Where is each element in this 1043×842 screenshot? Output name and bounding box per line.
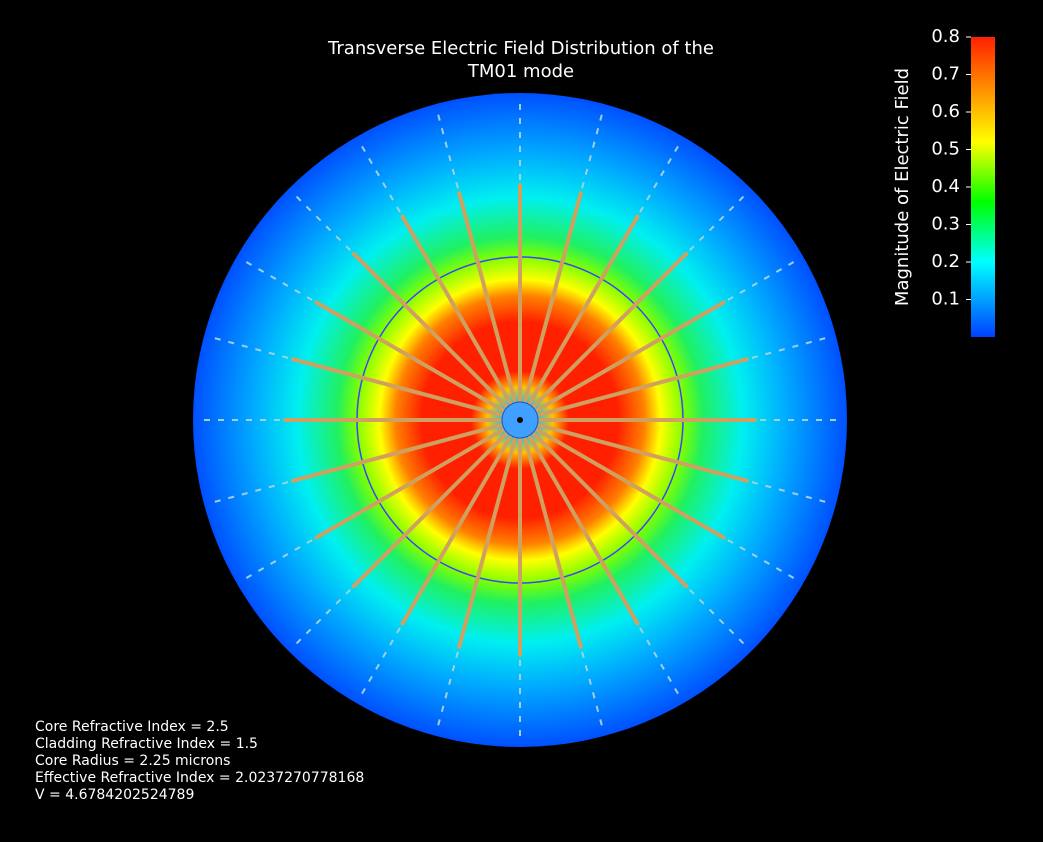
- arrow-inner: [523, 437, 583, 649]
- arrow-inner: [535, 300, 726, 412]
- info-line: Cladding Refractive Index = 1.5: [35, 736, 258, 752]
- info-line: Core Refractive Index = 2.5: [35, 719, 229, 735]
- arrow-inner: [535, 428, 726, 540]
- colorbar-tick-label: 0.8: [931, 26, 960, 47]
- info-line: Effective Refractive Index = 2.023727077…: [35, 770, 364, 786]
- colorbar-tick-label: 0.3: [931, 214, 960, 235]
- arrow-inner: [314, 300, 505, 412]
- colorbar-tick-label: 0.2: [931, 251, 960, 272]
- arrow-inner: [528, 435, 640, 626]
- arrow-inner: [314, 428, 505, 540]
- colorbar-label: Magnitude of Electric Field: [892, 68, 913, 306]
- chart-title: TM01 mode: [467, 61, 574, 82]
- info-line: V = 4.6784202524789: [35, 787, 194, 803]
- arrow-inner: [537, 423, 749, 483]
- arrow-inner: [400, 435, 512, 626]
- colorbar-tick-label: 0.5: [931, 139, 960, 160]
- field-arrows: [200, 100, 840, 740]
- arrow-inner: [457, 191, 517, 403]
- arrow-inner: [537, 357, 749, 417]
- arrow-inner: [523, 191, 583, 403]
- arrow-inner: [291, 357, 503, 417]
- arrow-inner: [528, 214, 640, 405]
- chart-title: Transverse Electric Field Distribution o…: [327, 38, 714, 59]
- colorbar-tick-label: 0.7: [931, 64, 960, 85]
- info-line: Core Radius = 2.25 microns: [35, 753, 230, 769]
- arrow-inner: [532, 251, 689, 408]
- colorbar-tick-label: 0.4: [931, 176, 960, 197]
- arrow-inner: [457, 437, 517, 649]
- arrow-inner: [291, 423, 503, 483]
- colorbar-tick-label: 0.1: [931, 289, 960, 310]
- colorbar: [971, 37, 995, 337]
- center-dot: [517, 417, 523, 423]
- arrow-inner: [351, 432, 508, 589]
- colorbar-tick-label: 0.6: [931, 101, 960, 122]
- arrow-inner: [532, 432, 689, 589]
- arrow-inner: [351, 251, 508, 408]
- arrow-inner: [400, 214, 512, 405]
